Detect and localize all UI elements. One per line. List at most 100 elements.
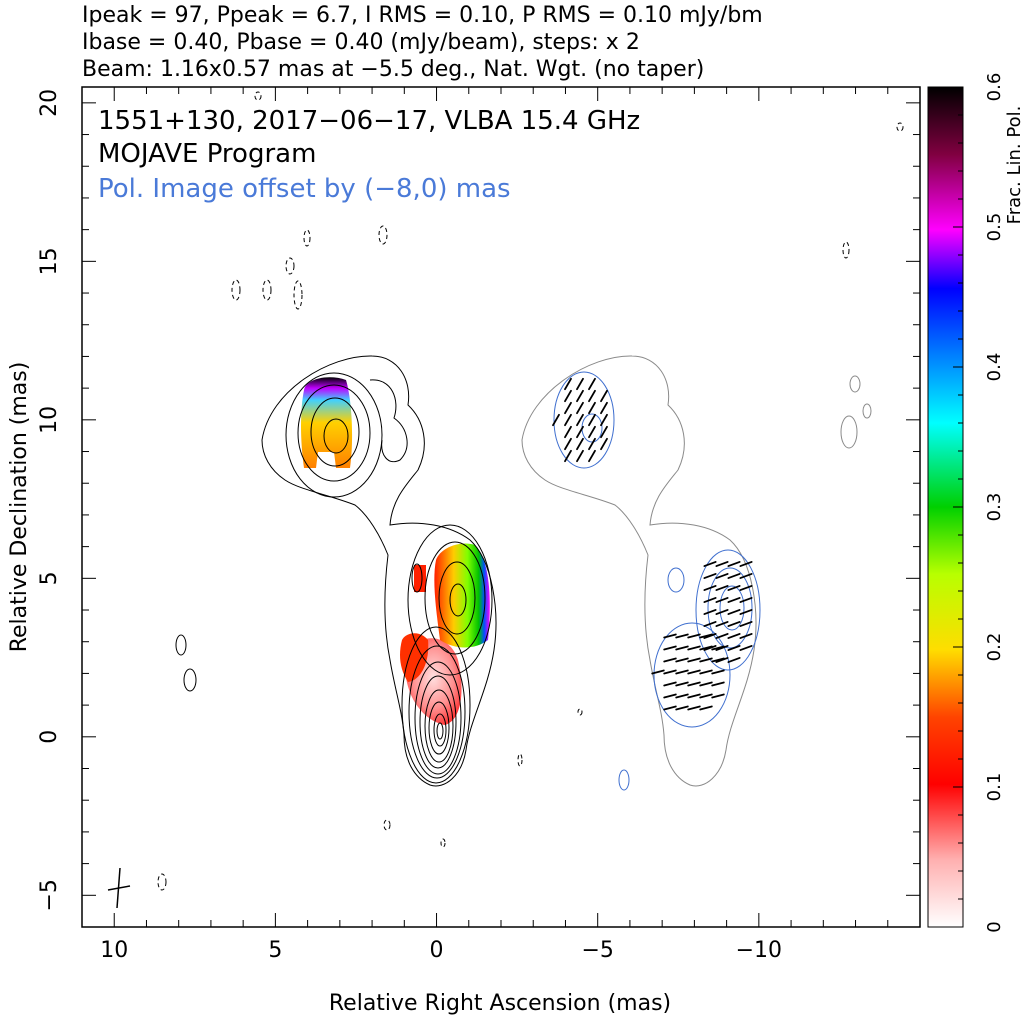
evpa-tick (699, 657, 713, 663)
evpa-tick (588, 377, 596, 391)
evpa-tick (663, 645, 677, 651)
evpa-tick (564, 437, 572, 451)
evpa-tick (675, 669, 689, 675)
core-contour-2 (408, 645, 466, 779)
evpa-tick (711, 669, 725, 675)
evpa-tick (600, 425, 608, 439)
evpa-tick (687, 657, 701, 663)
isolated-contour-b (175, 634, 187, 656)
offset-contour-right-1 (840, 415, 858, 449)
evpa-tick (675, 633, 689, 639)
offset-pol-contour-jet-3 (719, 585, 745, 631)
knot-spur-contour (369, 379, 408, 463)
evpa-tick (699, 645, 713, 651)
neg-contour (303, 229, 311, 247)
evpa-tick (588, 389, 596, 403)
evpa-tick (739, 609, 753, 615)
y-tick-label: 5 (37, 571, 62, 585)
core-contour-6 (428, 701, 450, 755)
evpa-tick (675, 645, 689, 651)
evpa-tick (711, 645, 725, 651)
evpa-tick (727, 633, 741, 639)
y-tick-label: 15 (37, 247, 62, 275)
knot-contour-3 (310, 397, 360, 467)
evpa-tick (703, 645, 717, 651)
jet-contour-3 (438, 561, 476, 635)
offset-contour-right-2 (849, 375, 861, 393)
evpa-tick (715, 573, 729, 579)
evpa-tick (711, 681, 725, 687)
evpa-vectors (552, 377, 753, 711)
colorbar-tick-label: 0 (984, 921, 1005, 932)
source-annotation: 1551+130, 2017−06−17, VLBA 15.4 GHz (98, 106, 640, 136)
evpa-tick (600, 401, 608, 415)
evpa-tick (588, 437, 596, 451)
evpa-tick (739, 621, 753, 627)
evpa-tick (727, 585, 741, 591)
evpa-tick (727, 645, 741, 651)
neg-contour (577, 708, 583, 716)
core-contour-5 (424, 689, 454, 763)
evpa-tick (600, 413, 608, 427)
evpa-tick (739, 597, 753, 603)
evpa-tick (727, 657, 741, 663)
colorbar-tick-label: 0.6 (984, 73, 1005, 102)
core-contour-7 (433, 713, 447, 747)
offset-pol-contour-jet-2 (707, 567, 753, 649)
offset-pol-contour-small (667, 567, 685, 593)
evpa-tick (703, 597, 717, 603)
x-tick-label: 5 (268, 938, 282, 963)
header-line-1: Ipeak = 97, Ppeak = 6.7, I RMS = 0.10, P… (82, 3, 763, 28)
core-contour-8 (436, 722, 444, 740)
evpa-tick (576, 389, 584, 403)
knot-contour-4 (323, 418, 349, 454)
x-axis-label: Relative Right Ascension (mas) (329, 991, 671, 1016)
evpa-tick (663, 633, 677, 639)
colorbar-tick-label: 0.3 (984, 493, 1005, 522)
evpa-tick (739, 645, 753, 651)
fractional-polarization-image (301, 377, 490, 725)
offset-annotation: Pol. Image offset by (−8,0) mas (98, 174, 511, 204)
neg-contour (254, 91, 262, 101)
offset-contour-right-3 (862, 403, 872, 419)
offset-pol-contour-jet-1 (695, 549, 761, 671)
x-tick-label: −5 (581, 938, 613, 963)
evpa-tick (663, 681, 677, 687)
neg-contour (231, 279, 241, 301)
evpa-tick (699, 705, 713, 711)
outer-envelope-contour (261, 355, 497, 787)
core-contour-1 (401, 626, 471, 784)
evpa-tick (564, 425, 572, 439)
evpa-tick (703, 633, 717, 639)
knot-contour-1 (285, 372, 383, 498)
knot-polarization-fill (301, 377, 353, 468)
header-line-2: Ibase = 0.40, Pbase = 0.40 (mJy/beam), s… (82, 30, 640, 55)
jet-contour-4 (449, 583, 467, 617)
neg-contour (517, 753, 523, 767)
evpa-tick (675, 705, 689, 711)
evpa-tick (687, 681, 701, 687)
axis-tick-labels: 10 5 0 −5 −10 −5 0 5 10 15 20 (37, 89, 782, 963)
evpa-tick (564, 389, 572, 403)
evpa-tick (699, 669, 713, 675)
neg-contour (383, 819, 391, 831)
evpa-tick (552, 413, 560, 427)
plot-frame (81, 86, 921, 928)
neg-contour (440, 838, 446, 848)
evpa-tick (588, 449, 596, 463)
evpa-tick (727, 561, 741, 567)
evpa-tick (687, 633, 701, 639)
evpa-tick (699, 693, 713, 699)
x-tick-label: 10 (100, 938, 128, 963)
evpa-tick (576, 425, 584, 439)
evpa-tick (576, 401, 584, 415)
evpa-tick (727, 597, 741, 603)
evpa-tick (703, 573, 717, 579)
jet-polarization-fill (434, 543, 490, 648)
evpa-tick (727, 573, 741, 579)
evpa-tick (703, 621, 717, 627)
evpa-tick (588, 413, 596, 427)
offset-intensity-envelope (521, 355, 757, 787)
y-axis-label: Relative Declination (mas) (7, 362, 32, 653)
evpa-tick (715, 597, 729, 603)
